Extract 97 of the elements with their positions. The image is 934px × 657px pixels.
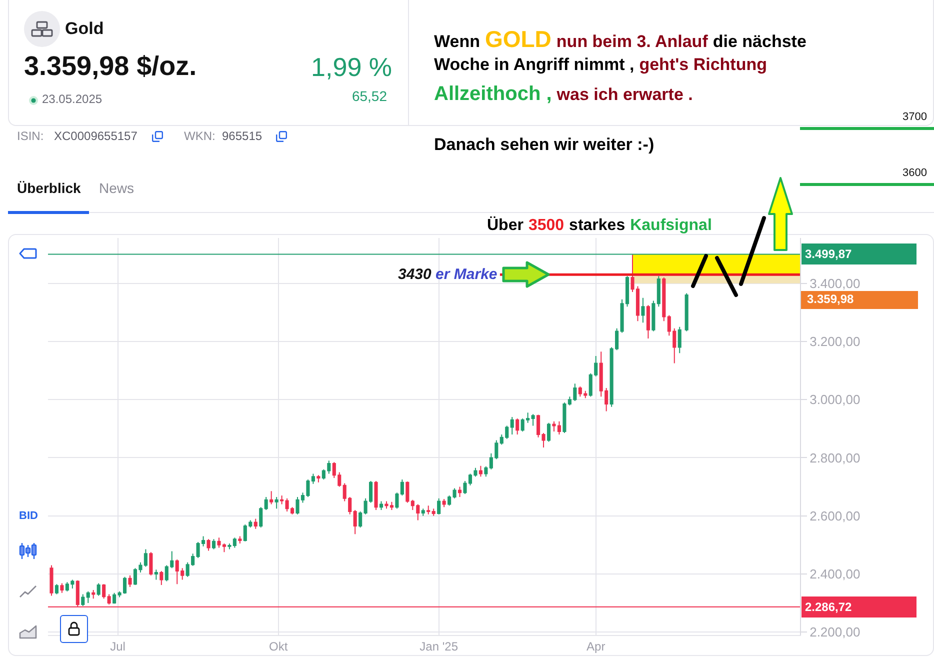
- candlestick: [448, 495, 452, 506]
- text: Kaufsignal: [630, 217, 712, 235]
- text: Woche in Angriff nimmt ,: [434, 55, 634, 75]
- ref-line-label: 2.286,72: [805, 600, 852, 614]
- candlestick: [232, 537, 236, 548]
- text: geht's Richtung: [639, 55, 767, 75]
- y-tick-label: 2.600,00: [810, 508, 860, 524]
- candlestick: [646, 304, 650, 340]
- candlestick: [510, 416, 514, 435]
- ref-line-label: 3430 er Marke: [398, 266, 498, 283]
- candlestick: [107, 594, 111, 605]
- y-tick-label: 2.800,00: [810, 450, 860, 466]
- candlestick: [546, 422, 551, 442]
- candlestick: [652, 300, 656, 332]
- text: was ich erwarte .: [556, 85, 693, 105]
- x-tick-label: Jan '25: [420, 639, 458, 654]
- candlestick: [238, 536, 242, 544]
- x-tick-label: Jul: [110, 639, 126, 654]
- x-tick-label: Okt: [268, 639, 288, 654]
- candlestick: [128, 574, 132, 588]
- candlestick: [81, 594, 85, 606]
- candlestick: [96, 582, 100, 596]
- candlestick: [228, 542, 232, 550]
- candlestick: [678, 326, 682, 354]
- y-tick-label: 2.200,00: [810, 624, 860, 640]
- candlestick: [206, 538, 210, 552]
- candlestick: [254, 518, 258, 530]
- text: 3.359,98: [801, 291, 918, 309]
- y-tick-label: 3.200,00: [810, 334, 860, 350]
- candlestick: [102, 584, 106, 600]
- chart-title: Gold: [65, 19, 104, 39]
- candlestick: [421, 508, 425, 516]
- candlestick: [280, 495, 284, 505]
- text: WKN:: [184, 129, 216, 144]
- candlestick: [259, 506, 263, 528]
- text: Über: [487, 217, 524, 235]
- candlestick: [400, 479, 404, 496]
- chart-subtitle: 3.359,98 $/oz.: [24, 51, 197, 82]
- text: Wenn: [434, 32, 480, 52]
- candlestick: [274, 496, 278, 510]
- candlestick: [426, 505, 430, 515]
- ref-line-label: 3.499,87: [805, 247, 852, 261]
- text: GOLD: [484, 26, 552, 52]
- text: 3500: [528, 217, 564, 235]
- text: ISIN:: [17, 129, 44, 144]
- candlestick: [50, 564, 54, 596]
- text: News: [99, 180, 134, 196]
- candlestick: [395, 492, 399, 510]
- text: BID: [19, 510, 38, 523]
- candlestick: [149, 552, 153, 576]
- candlestick: [406, 481, 410, 504]
- text: Überblick: [17, 180, 81, 196]
- y-tick-label: 2.400,00: [810, 566, 860, 582]
- candlestick: [662, 277, 666, 322]
- candlestick: [374, 480, 378, 511]
- candlestick: [562, 402, 566, 434]
- text: 3700: [902, 111, 927, 124]
- candlestick: [684, 292, 688, 332]
- candlestick: [316, 474, 320, 483]
- text: Allzeithoch ,: [434, 83, 552, 105]
- candlestick: [437, 498, 441, 515]
- text: 1,99 %: [311, 52, 392, 83]
- candlestick: [484, 466, 488, 478]
- candlestick: [452, 488, 456, 499]
- candlestick: [531, 414, 535, 426]
- text: 965515: [222, 129, 262, 144]
- candlestick: [478, 465, 482, 478]
- candlestick: [641, 297, 645, 324]
- candlestick: [458, 486, 462, 498]
- candlestick: [442, 498, 446, 508]
- candlestick: [60, 582, 64, 594]
- text: starkes: [569, 217, 626, 235]
- x-tick-label: Apr: [586, 639, 606, 654]
- candlestick: [432, 508, 436, 516]
- text: XC0009655157: [54, 129, 138, 144]
- candlestick: [154, 569, 158, 580]
- text: 65,52: [352, 88, 387, 104]
- candlestick: [86, 590, 90, 604]
- y-tick-label: 3.400,00: [810, 276, 860, 291]
- candlestick: [358, 510, 362, 528]
- candlestick: [112, 592, 116, 604]
- text: 23.05.2025: [42, 92, 102, 107]
- candlestick: [353, 510, 357, 535]
- y-tick-label: 3.000,00: [810, 392, 860, 408]
- candlestick: [92, 589, 96, 600]
- candlestick: [516, 418, 520, 435]
- text: die nächste: [712, 32, 806, 52]
- candlestick: [264, 496, 268, 511]
- candlestick: [212, 538, 216, 550]
- candlestick: [160, 570, 164, 586]
- candlestick: [270, 490, 274, 505]
- text: 3600: [902, 167, 927, 180]
- candlestick: [656, 276, 660, 308]
- candlestick: [379, 500, 384, 511]
- candlestick: [54, 584, 59, 595]
- text: nun beim 3. Anlauf: [556, 32, 708, 52]
- text: Danach sehen wir weiter :-): [434, 135, 654, 155]
